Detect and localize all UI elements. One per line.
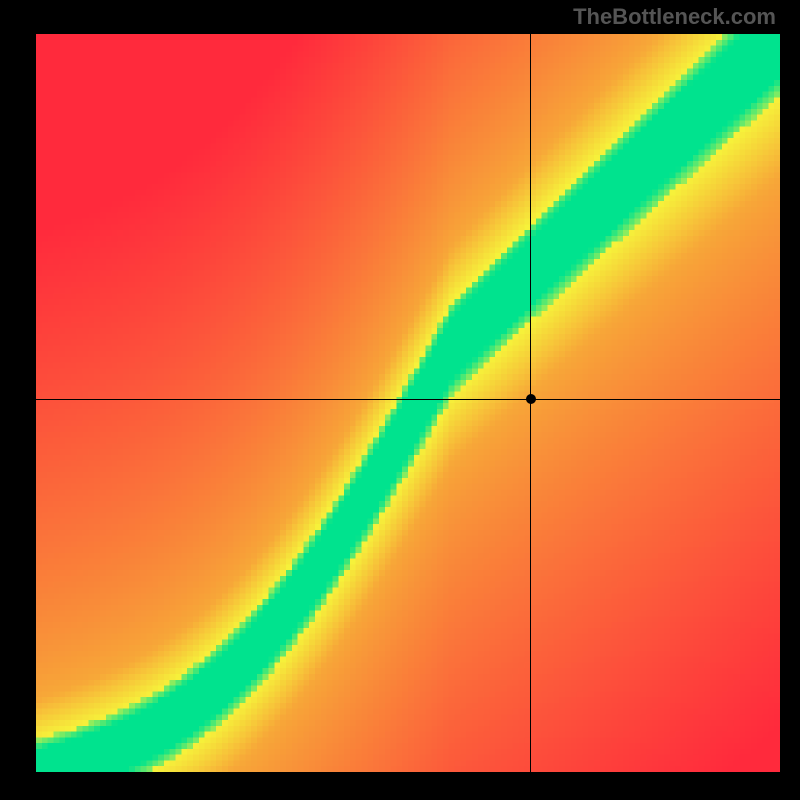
marker-dot [526,394,536,404]
attribution-text: TheBottleneck.com [573,4,776,30]
chart-container: TheBottleneck.com [0,0,800,800]
frame-left [0,0,36,800]
frame-right [780,0,800,800]
heatmap-canvas [36,34,780,772]
frame-bottom [0,772,800,800]
crosshair-horizontal [36,399,780,400]
